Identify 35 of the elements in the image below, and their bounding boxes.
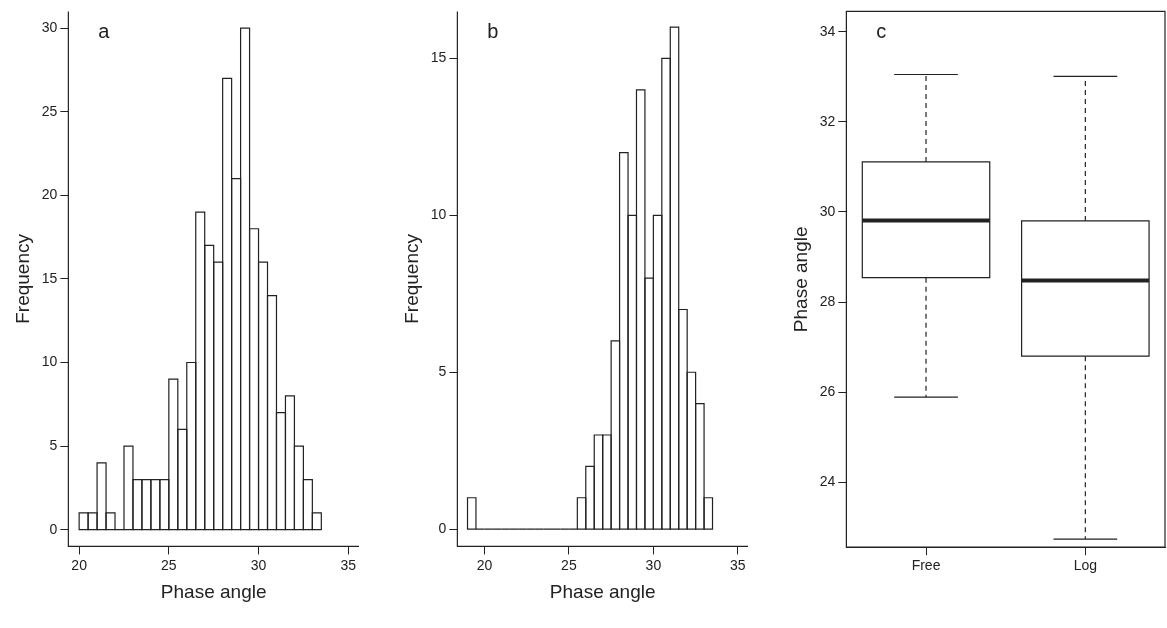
y-tick-label: 30 [41, 18, 58, 35]
y-tick-label: 10 [41, 353, 58, 370]
x-tick-label: 35 [730, 556, 746, 573]
y-tick-label: 15 [41, 269, 58, 286]
chart-title: b [487, 19, 499, 42]
x-tick-label: 25 [161, 556, 177, 573]
x-tick-label: 20 [476, 556, 493, 573]
y-tick-label: 24 [819, 473, 836, 490]
y-axis-title: Frequency [11, 233, 33, 324]
y-tick-label: 25 [41, 102, 58, 119]
y-tick-label: 20 [41, 186, 58, 203]
y-axis-title: Phase angle [789, 226, 811, 333]
y-tick-label: 0 [438, 520, 447, 536]
x-tick-label: 30 [645, 556, 662, 573]
chart-title: c [876, 19, 887, 42]
y-tick-label: 32 [819, 112, 836, 129]
y-tick-label: 30 [819, 202, 836, 219]
y-tick-label: 0 [49, 520, 58, 537]
x-axis-title: Phase angle [549, 580, 656, 602]
y-tick-label: 28 [819, 292, 836, 309]
x-tick-label: Free [911, 557, 941, 574]
x-tick-label: Log [1073, 557, 1098, 574]
y-tick-label: 34 [819, 22, 836, 39]
x-tick-label: 35 [340, 556, 357, 573]
chart-title: a [98, 19, 111, 42]
y-tick-label: 5 [49, 436, 58, 453]
y-tick-label: 26 [819, 383, 836, 400]
y-tick-label: 15 [430, 49, 447, 66]
y-tick-label: 10 [430, 206, 447, 223]
y-tick-label: 5 [438, 363, 447, 380]
y-axis-title: Frequency [400, 233, 422, 324]
x-axis-title: Phase angle [160, 580, 267, 602]
x-tick-label: 30 [250, 556, 267, 573]
x-tick-label: 25 [561, 556, 577, 573]
x-tick-label: 20 [71, 556, 88, 573]
